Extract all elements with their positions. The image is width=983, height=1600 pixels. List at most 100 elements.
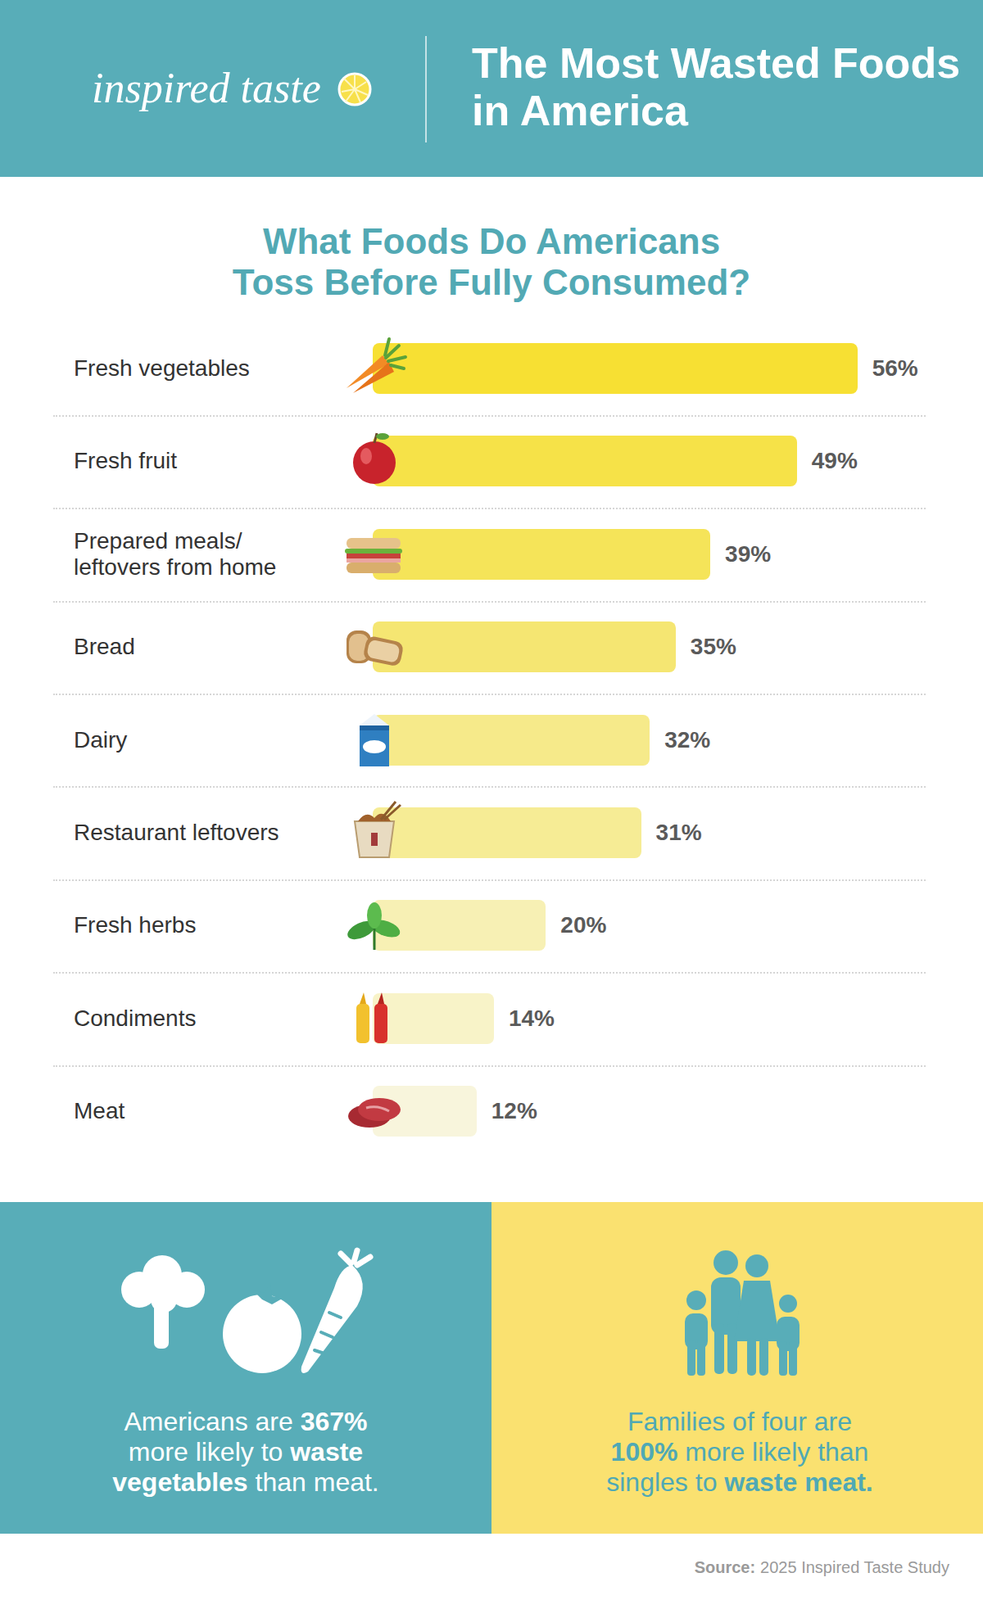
family-icon-part bbox=[779, 1295, 798, 1314]
food-icon bbox=[341, 1078, 408, 1142]
callout-segment: than meat. bbox=[248, 1467, 380, 1498]
row-separator bbox=[53, 693, 926, 696]
food-icon-part bbox=[366, 1107, 390, 1112]
family-icon-part bbox=[686, 1291, 707, 1311]
header-divider bbox=[425, 36, 427, 143]
vegetable-icons-part bbox=[252, 1283, 284, 1305]
family-icon-part bbox=[713, 1250, 739, 1276]
page: inspired taste The Most Wasted Foods in A… bbox=[0, 0, 983, 1600]
row-separator bbox=[53, 786, 926, 789]
row-separator bbox=[53, 415, 926, 417]
lemon-icon-part bbox=[339, 73, 371, 105]
food-icon-part bbox=[354, 821, 395, 858]
data-label: 32% bbox=[664, 725, 711, 756]
category-label: Condiments bbox=[73, 1005, 312, 1033]
vegetable-icons-part bbox=[314, 1313, 341, 1355]
food-icon-part bbox=[346, 562, 401, 574]
lemon-icon-part bbox=[341, 75, 368, 103]
vegetable-icons-part bbox=[222, 1295, 302, 1374]
data-label: 31% bbox=[656, 818, 703, 848]
food-icon-part bbox=[374, 433, 377, 444]
callout-text: Families of four are 100% more likely th… bbox=[596, 1407, 884, 1499]
callout-text: Americans are 367% more likely to waste … bbox=[102, 1407, 390, 1499]
food-icon-part bbox=[366, 639, 401, 664]
data-label: 39% bbox=[724, 539, 771, 570]
data-label: 12% bbox=[491, 1096, 538, 1127]
callout-segment: more likely to bbox=[128, 1437, 290, 1468]
food-icon-part bbox=[359, 714, 390, 726]
callout-emphasis: waste meat. bbox=[724, 1467, 873, 1498]
food-icon-part bbox=[373, 928, 376, 951]
food-icon-part bbox=[346, 558, 401, 563]
vegetable-icons-part bbox=[150, 1286, 177, 1314]
bar bbox=[372, 807, 642, 859]
food-icon-part bbox=[362, 635, 404, 668]
food-icon-part bbox=[353, 362, 395, 394]
food-icon bbox=[341, 800, 408, 863]
food-icon-part bbox=[371, 833, 378, 847]
food-icon-part bbox=[385, 339, 406, 369]
data-label: 56% bbox=[872, 353, 919, 384]
vegetable-icons bbox=[114, 1249, 369, 1381]
food-icon-part bbox=[353, 441, 396, 485]
food-icon-part bbox=[362, 740, 386, 754]
bar bbox=[372, 621, 676, 673]
bar bbox=[372, 993, 494, 1045]
bar bbox=[372, 529, 711, 580]
food-icon-part bbox=[344, 548, 403, 554]
bar bbox=[372, 343, 858, 395]
callout-emphasis: 100% bbox=[611, 1437, 679, 1468]
source: Source:2025 Inspired Taste Study bbox=[694, 1556, 950, 1580]
food-icon-part bbox=[377, 992, 385, 1005]
bar bbox=[372, 715, 650, 766]
food-icon bbox=[341, 614, 408, 677]
callout-segment: Families of four are bbox=[627, 1407, 852, 1437]
food-icon-part bbox=[374, 1004, 388, 1044]
family-icon-part bbox=[687, 1340, 696, 1377]
data-label: 35% bbox=[690, 632, 737, 662]
food-icon-part bbox=[346, 553, 401, 559]
category-label: Bread bbox=[73, 634, 312, 661]
row-separator bbox=[53, 601, 926, 603]
chart-title: What Foods Do Americans Toss Before Full… bbox=[225, 221, 758, 304]
row-separator bbox=[53, 879, 926, 882]
food-icon bbox=[341, 335, 408, 399]
family-icon-part bbox=[779, 1341, 788, 1377]
family-icon-part bbox=[714, 1323, 725, 1375]
food-icon-part bbox=[375, 433, 390, 440]
food-icon-part bbox=[346, 538, 401, 549]
category-label: Dairy bbox=[73, 727, 312, 754]
food-icon-part bbox=[359, 725, 390, 767]
food-icon bbox=[341, 707, 408, 771]
family-icon bbox=[678, 1250, 802, 1382]
food-icon bbox=[341, 521, 408, 585]
family-icon-part bbox=[759, 1338, 769, 1377]
family-icon-part bbox=[697, 1340, 706, 1377]
food-icon bbox=[341, 892, 408, 956]
food-icon bbox=[341, 428, 408, 491]
family-icon-part bbox=[747, 1338, 757, 1377]
family-icon-part bbox=[788, 1341, 798, 1377]
callout-emphasis: 367% bbox=[300, 1407, 368, 1437]
brand: inspired taste bbox=[91, 62, 322, 115]
category-label: Fresh herbs bbox=[73, 912, 312, 939]
category-label: Restaurant leftovers bbox=[73, 819, 312, 847]
data-label: 49% bbox=[811, 446, 858, 476]
bar bbox=[372, 900, 546, 952]
header-title: The Most Wasted Foods in America bbox=[471, 39, 964, 135]
callout-segment: Americans are bbox=[123, 1407, 300, 1437]
food-icon-part bbox=[356, 1004, 370, 1044]
family-icon-part bbox=[733, 1281, 780, 1342]
vegetable-icons-part bbox=[301, 1265, 363, 1374]
category-label: Meat bbox=[73, 1098, 312, 1125]
food-icon bbox=[341, 986, 408, 1049]
vegetable-icons-part bbox=[340, 1250, 371, 1266]
row-separator bbox=[53, 507, 926, 510]
food-icon-part bbox=[366, 902, 382, 929]
data-label: 14% bbox=[508, 1004, 555, 1034]
source-text: 2025 Inspired Taste Study bbox=[760, 1558, 950, 1577]
food-icon-part bbox=[357, 1098, 401, 1122]
food-icon-part bbox=[359, 992, 367, 1005]
category-label: Prepared meals/ leftovers from home bbox=[73, 528, 312, 581]
category-label: Fresh fruit bbox=[73, 448, 312, 475]
